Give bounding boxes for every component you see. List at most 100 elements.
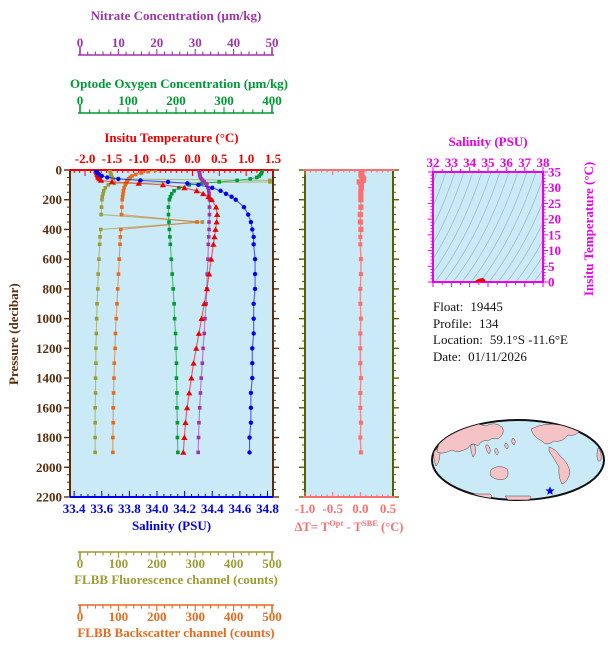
fluorescence-axis-title: FLBB Fluorescence channel (counts) <box>74 572 278 587</box>
svg-text:10: 10 <box>548 243 561 258</box>
delta-t-axis-title: ΔT= TOpt - TSBE (°C) <box>281 518 417 535</box>
float-location-marker <box>545 486 555 495</box>
svg-text:33.4: 33.4 <box>63 501 86 516</box>
svg-text:10: 10 <box>112 35 125 50</box>
svg-text:36: 36 <box>500 155 514 170</box>
salinity-profile <box>94 170 258 455</box>
nitrate-axis-title: Nitrate Concentration (µm/kg) <box>90 8 262 23</box>
svg-text:-1.0: -1.0 <box>128 151 149 166</box>
float-info-row: Profile: 134 <box>433 316 568 333</box>
temperature-axis-title: Insitu Temperature (°C) <box>104 130 239 145</box>
flbb-backscatter-channel-profile <box>111 170 199 455</box>
location-label: Location: <box>433 332 483 347</box>
ts-profile-points <box>473 278 485 282</box>
svg-text:1.5: 1.5 <box>265 151 282 166</box>
svg-text:200: 200 <box>43 192 63 207</box>
svg-text:0.5: 0.5 <box>211 151 228 166</box>
svg-text:2200: 2200 <box>36 490 62 505</box>
svg-text:1600: 1600 <box>36 400 62 415</box>
float-info-block: Float: 19445 Profile: 134 Location: 59.1°S … <box>433 299 568 365</box>
profile-value: 134 <box>479 315 499 331</box>
svg-text:-0.5: -0.5 <box>155 151 176 166</box>
svg-text:0: 0 <box>77 35 84 50</box>
svg-text:1200: 1200 <box>36 341 62 356</box>
delta-t-title-text: (°C) <box>377 520 404 535</box>
svg-text:33: 33 <box>445 155 459 170</box>
ts-isopycnal-contours <box>433 172 543 282</box>
svg-text:0.0: 0.0 <box>184 151 200 166</box>
svg-text:-1.0: -1.0 <box>295 501 316 516</box>
date-value: 01/11/2026 <box>468 348 527 364</box>
float-info-row: Float: 19445 <box>433 299 568 316</box>
profile-label: Profile: <box>433 315 472 331</box>
svg-text:1400: 1400 <box>36 371 62 386</box>
oxygen-axis-title: Optode Oxygen Concentration (µm/kg) <box>70 76 289 91</box>
ts-plot-area <box>433 172 543 282</box>
svg-text:200: 200 <box>147 556 167 571</box>
svg-text:200: 200 <box>166 93 186 108</box>
svg-text:0.5: 0.5 <box>380 501 397 516</box>
float-info-row: Location: 59.1°S -11.6°E <box>433 332 568 349</box>
delta-t-title-text: - T <box>343 520 362 535</box>
svg-text:-2.0: -2.0 <box>75 151 96 166</box>
svg-text:100: 100 <box>109 556 129 571</box>
insitu-temperature-profile <box>93 170 221 455</box>
svg-text:32: 32 <box>427 155 440 170</box>
float-value: 19445 <box>470 299 503 314</box>
svg-text:35: 35 <box>548 165 562 180</box>
salinity-axis-title: Salinity (PSU) <box>131 518 212 533</box>
svg-text:2000: 2000 <box>36 460 62 475</box>
world-map <box>431 419 605 501</box>
svg-text:30: 30 <box>548 180 561 195</box>
delta-t-sup-opt: Opt <box>329 518 344 528</box>
pressure-axis-title: Pressure (decibar) <box>6 283 21 385</box>
delta-t-trace <box>356 170 367 455</box>
delta-t-title-text: ΔT= T <box>294 520 330 535</box>
svg-text:500: 500 <box>262 556 282 571</box>
svg-text:15: 15 <box>548 227 562 242</box>
svg-text:0.0: 0.0 <box>352 501 368 516</box>
svg-text:34: 34 <box>463 155 477 170</box>
float-label: Float: <box>433 299 464 314</box>
svg-text:400: 400 <box>262 93 282 108</box>
svg-text:0: 0 <box>77 609 84 624</box>
svg-text:1.0: 1.0 <box>238 151 254 166</box>
svg-text:1800: 1800 <box>36 430 62 445</box>
svg-text:20: 20 <box>548 212 561 227</box>
svg-text:-1.5: -1.5 <box>102 151 123 166</box>
svg-text:5: 5 <box>548 259 555 274</box>
date-label: Date: <box>433 348 462 364</box>
float-info-row: Date: 01/11/2026 <box>433 349 568 366</box>
backscatter-axis-title: FLBB Backscatter channel (counts) <box>77 625 275 640</box>
svg-text:300: 300 <box>185 556 205 571</box>
svg-text:25: 25 <box>548 196 562 211</box>
svg-text:50: 50 <box>266 35 279 50</box>
ts-temperature-axis-title: Insitu Temperature (°C) <box>581 161 596 297</box>
svg-text:100: 100 <box>118 93 138 108</box>
location-value: 59.1°S -11.6°E <box>489 332 568 347</box>
svg-text:0: 0 <box>77 556 84 571</box>
svg-text:37: 37 <box>518 155 532 170</box>
svg-text:500: 500 <box>262 609 282 624</box>
svg-text:200: 200 <box>147 609 167 624</box>
svg-text:34.8: 34.8 <box>256 501 279 516</box>
svg-text:34.0: 34.0 <box>146 501 169 516</box>
svg-text:400: 400 <box>43 222 63 237</box>
svg-text:400: 400 <box>224 556 244 571</box>
svg-text:300: 300 <box>185 609 205 624</box>
svg-text:0: 0 <box>56 163 63 178</box>
svg-text:600: 600 <box>43 252 63 267</box>
delta-plot-area <box>305 170 393 497</box>
svg-text:38: 38 <box>537 155 551 170</box>
svg-text:20: 20 <box>150 35 163 50</box>
svg-text:34.4: 34.4 <box>201 501 224 516</box>
svg-text:33.8: 33.8 <box>118 501 141 516</box>
svg-text:800: 800 <box>43 281 63 296</box>
svg-text:1000: 1000 <box>36 311 62 326</box>
svg-text:30: 30 <box>189 35 202 50</box>
svg-text:33.6: 33.6 <box>90 501 113 516</box>
svg-text:35: 35 <box>482 155 496 170</box>
ts-salinity-axis-title: Salinity (PSU) <box>448 134 528 149</box>
